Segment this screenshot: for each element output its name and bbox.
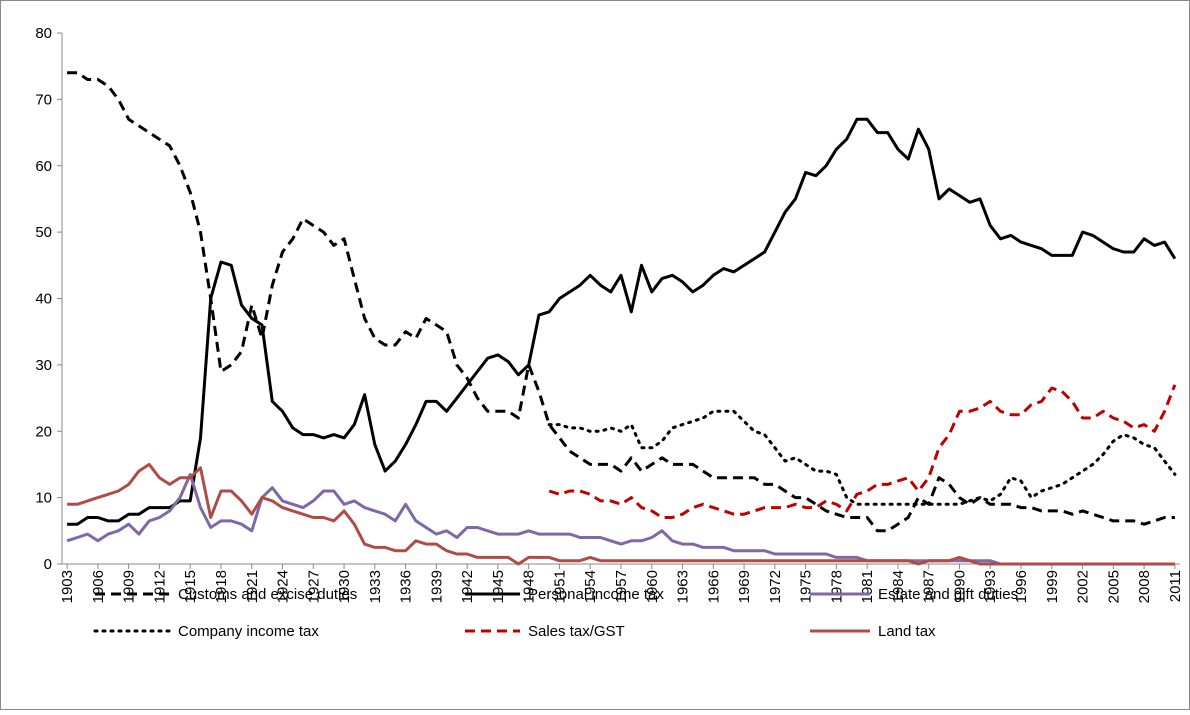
x-tick-label: 1987 [921, 570, 938, 603]
x-tick-label: 1951 [551, 570, 568, 603]
y-tick-label: 0 [44, 556, 52, 573]
x-tick-label: 1918 [213, 570, 230, 603]
x-tick-label: 1963 [675, 570, 692, 603]
x-tick-label: 1912 [151, 570, 168, 603]
x-tick-label: 1939 [428, 570, 445, 603]
series-line [547, 409, 1177, 506]
x-tick-label: 1993 [982, 570, 999, 603]
x-tick-label: 1975 [798, 570, 815, 603]
x-tick-label: 1942 [459, 570, 476, 603]
y-tick-label: 20 [35, 423, 52, 440]
y-tick-label: 70 [35, 91, 52, 108]
x-tick-label: 1999 [1044, 570, 1061, 603]
x-tick-label: 1978 [828, 570, 845, 603]
x-tick-label: 2008 [1136, 570, 1153, 603]
x-tick-label: 1933 [367, 570, 384, 603]
x-tick-label: 1972 [767, 570, 784, 603]
series-line [548, 384, 1177, 519]
x-tick-label: 1909 [121, 570, 138, 603]
legend-label: Estate and gift duties [878, 586, 1018, 603]
x-tick-label: 1990 [951, 570, 968, 603]
series-line [66, 472, 1175, 566]
x-tick-label: 2005 [1105, 570, 1122, 603]
series-line [67, 462, 1175, 566]
series-line [67, 71, 1175, 533]
x-tick-label: 1903 [59, 570, 76, 603]
x-tick-label: 1954 [582, 570, 599, 603]
y-tick-label: 50 [35, 224, 52, 241]
y-tick-label: 80 [35, 25, 52, 42]
x-tick-label: 1966 [705, 570, 722, 603]
y-tick-label: 60 [35, 158, 52, 175]
x-tick-label: 1984 [890, 570, 907, 603]
legend-label: Sales tax/GST [528, 623, 625, 640]
x-tick-label: 2011 [1167, 570, 1184, 602]
x-tick-label: 1960 [644, 570, 661, 603]
y-tick-label: 30 [35, 357, 52, 374]
y-tick-label: 40 [35, 291, 52, 308]
x-tick-label: 1948 [521, 570, 538, 603]
x-tick-label: 1936 [398, 570, 415, 603]
x-tick-label: 1981 [859, 570, 876, 603]
x-tick-label: 1906 [90, 570, 107, 603]
x-tick-label: 1921 [244, 570, 261, 603]
x-tick-label: 1969 [736, 570, 753, 603]
series-line [67, 117, 1177, 526]
x-tick-label: 1927 [305, 570, 322, 603]
legend-label: Land tax [878, 623, 936, 640]
x-tick-label: 1915 [182, 570, 199, 603]
legend-label: Customs and excise duties [178, 586, 357, 603]
x-tick-label: 2002 [1075, 570, 1092, 603]
y-tick-label: 10 [35, 490, 52, 507]
x-tick-label: 1930 [336, 570, 353, 603]
legend-label: Company income tax [178, 623, 319, 640]
x-tick-label: 1996 [1013, 570, 1030, 603]
x-tick-label: 1945 [490, 570, 507, 603]
x-tick-label: 1924 [275, 570, 292, 603]
legend-label: Personal income tax [528, 586, 664, 603]
x-tick-label: 1957 [613, 570, 630, 603]
